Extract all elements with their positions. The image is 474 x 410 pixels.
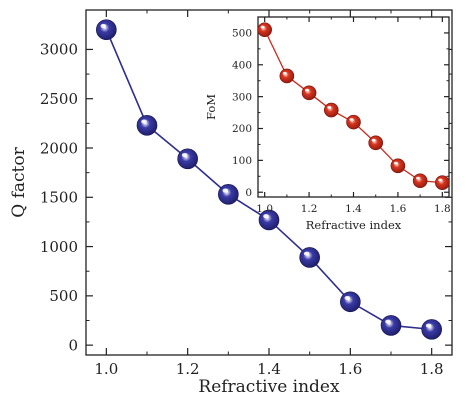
main-data-point (177, 148, 198, 170)
main-point-highlight (141, 119, 147, 124)
main-data-point (340, 291, 361, 313)
main-y-tick-label: 1000 (40, 238, 78, 256)
inset-point-highlight (327, 105, 332, 109)
inset-point-highlight (349, 118, 354, 121)
main-data-point (421, 319, 442, 340)
inset-x-tick-label: 1.6 (390, 203, 407, 215)
inset-y-tick-label: 100 (232, 155, 252, 167)
inset-x-tick-label: 1.8 (434, 203, 451, 215)
inset-y-tick-label: 400 (232, 59, 252, 71)
inset-data-point (346, 114, 361, 130)
main-x-tick-label: 1.2 (176, 360, 200, 378)
main-data-point (218, 184, 239, 205)
main-y-tick-label: 2500 (40, 90, 78, 108)
main-y-tick-label: 3000 (40, 41, 78, 59)
inset-point-highlight (416, 176, 420, 180)
inset-y-tick-label: 500 (232, 28, 252, 40)
main-x-tick-label: 1.0 (94, 360, 118, 378)
main-data-point (299, 247, 320, 268)
inset-y-tick-label: 0 (245, 187, 252, 199)
inset-data-point (301, 85, 317, 101)
inset-point-highlight (305, 88, 309, 92)
main-y-tick-label: 500 (49, 287, 78, 305)
inset-data-point (412, 173, 428, 189)
main-data-point (96, 19, 117, 41)
main-x-tick-label: 1.6 (338, 360, 362, 378)
main-y-tick-label: 2000 (40, 139, 78, 157)
main-y-tick-label: 1500 (40, 189, 78, 207)
main-point-highlight (385, 319, 391, 324)
inset-data-point (257, 22, 272, 38)
inset-x-axis-title: Refractive index (306, 218, 402, 232)
inset-x-tick-label: 1.0 (256, 203, 273, 215)
main-point-highlight (181, 153, 188, 158)
main-point-highlight (344, 295, 351, 300)
main-y-axis-title: Q factor (9, 146, 29, 217)
inset-data-point (368, 135, 384, 151)
main-data-point (136, 115, 158, 136)
inset-y-axis-title: FoM (204, 94, 218, 120)
main-x-tick-label: 1.8 (420, 360, 444, 378)
inset-point-highlight (438, 178, 443, 182)
main-data-point (380, 315, 402, 336)
main-point-highlight (222, 188, 229, 193)
inset-x-tick-label: 1.4 (345, 203, 362, 215)
inset-point-highlight (260, 25, 265, 29)
main-point-highlight (303, 251, 310, 256)
inset-plot-frame (257, 16, 450, 198)
main-point-highlight (425, 323, 432, 328)
main-point-highlight (263, 214, 269, 219)
inset-point-highlight (282, 71, 287, 75)
main-x-axis-title: Refractive index (198, 377, 340, 397)
inset-data-point (435, 175, 450, 190)
main-point-highlight (100, 23, 107, 28)
main-y-tick-label: 0 (68, 336, 78, 354)
inset-data-point (390, 158, 406, 174)
inset-y-tick-label: 200 (232, 123, 252, 135)
inset-data-point (279, 68, 295, 84)
inset-point-highlight (371, 138, 376, 142)
main-x-tick-label: 1.4 (257, 360, 281, 378)
inset-y-tick-label: 300 (232, 91, 252, 103)
inset-point-highlight (393, 161, 398, 165)
inset-data-point (323, 102, 339, 118)
inset-x-tick-label: 1.2 (301, 203, 318, 215)
